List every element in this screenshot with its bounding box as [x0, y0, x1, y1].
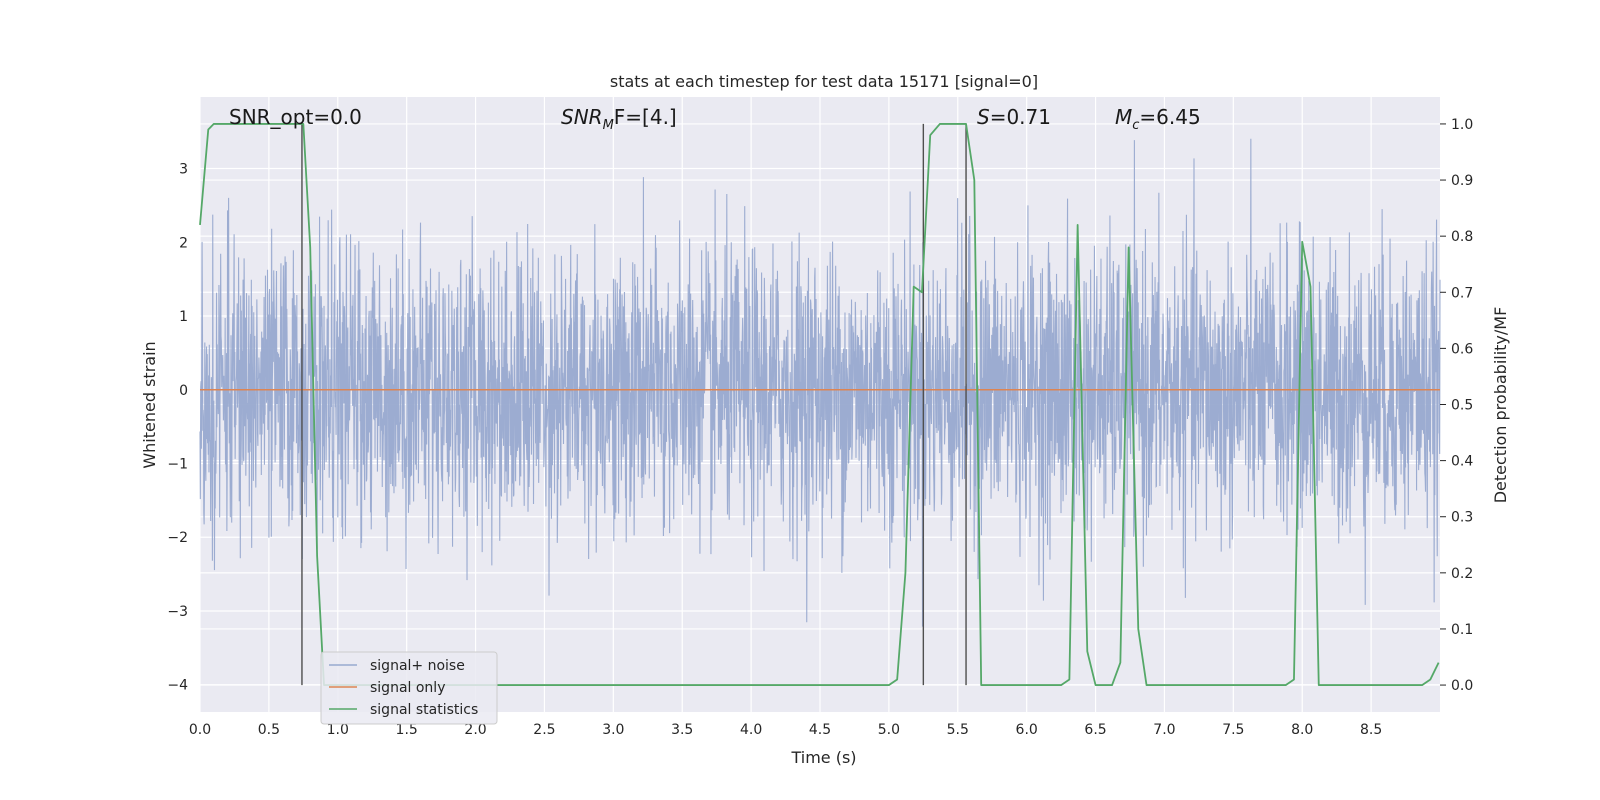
legend-box — [320, 651, 498, 725]
legend-label-signal-only: signal only — [370, 680, 445, 696]
annotation-s: S=0.71 — [977, 105, 1051, 129]
y-axis-label: Whitened strain — [140, 341, 159, 468]
x-tick-label-5: 2.5 — [533, 722, 555, 738]
y-tick-label-6: −3 — [167, 604, 188, 620]
y2-tick-label-9: 0.1 — [1451, 622, 1473, 638]
x-tick-label-12: 6.0 — [1016, 722, 1038, 738]
x-tick-label-3: 1.5 — [396, 722, 418, 738]
chart-title: stats at each timestep for test data 151… — [610, 72, 1038, 91]
y2-tick-label-1: 0.9 — [1451, 173, 1473, 189]
annotation-snr-mf-rest: F=[4.] — [614, 105, 677, 129]
x-tick-label-13: 6.5 — [1084, 722, 1106, 738]
y2-tick-label-4: 0.6 — [1451, 341, 1473, 357]
x-tick-label-0: 0.0 — [189, 722, 211, 738]
y-tick-label-1: 2 — [179, 235, 188, 251]
legend-label-signal-noise: signal+ noise — [370, 658, 465, 674]
y-tick-label-7: −4 — [167, 678, 188, 694]
annotations: SNR_opt=0.0 SNRMF=[4.] S=0.71 Mc=6.45 — [229, 105, 1201, 133]
y2-tick-label-8: 0.2 — [1451, 566, 1473, 582]
x-tick-label-17: 8.5 — [1360, 722, 1382, 738]
y-tick-label-5: −2 — [167, 530, 188, 546]
x-tick-label-9: 4.5 — [809, 722, 831, 738]
statistics-trace — [199, 123, 1440, 686]
annotation-snr-opt: SNR_opt=0.0 — [229, 105, 362, 129]
y2-tick-label-6: 0.4 — [1451, 454, 1473, 470]
vertical-markers — [301, 123, 967, 686]
annotation-snr-mf-base: SNR — [561, 105, 603, 129]
x-tick-label-11: 5.5 — [947, 722, 969, 738]
series-signal-statistics — [199, 123, 1440, 686]
x-tick-label-6: 3.0 — [602, 722, 624, 738]
annotation-snr-mf-sub: M — [603, 118, 614, 133]
y-tick-label-0: 3 — [179, 162, 188, 178]
x-tick-label-15: 7.5 — [1222, 722, 1244, 738]
y2-tick-label-3: 0.7 — [1451, 285, 1473, 301]
y2-tick-label-10: 0.0 — [1451, 678, 1473, 694]
x-axis-ticks: 0.0 0.5 1.0 1.5 2.0 2.5 3.0 3.5 4.0 4.5 5.0 5.5 6.0 6… — [189, 722, 1382, 738]
y2-axis-ticks: 1.0 0.9 0.8 0.7 0.6 0.5 0.4 0.3 0.2 0.1 0.0 — [1440, 117, 1473, 694]
series-signal-noise — [199, 138, 1441, 627]
y2-axis-label: Detection probability/MF — [1491, 307, 1510, 504]
noise-trace — [199, 138, 1441, 627]
annotation-mc-rest: =6.45 — [1139, 105, 1200, 129]
y2-tick-label-7: 0.3 — [1451, 510, 1473, 526]
y2-tick-label-2: 0.8 — [1451, 229, 1473, 245]
y2-tick-label-0: 1.0 — [1451, 117, 1473, 133]
x-axis-label: Time (s) — [790, 748, 856, 767]
x-tick-label-16: 8.0 — [1291, 722, 1313, 738]
legend: signal+ noise signal only signal statist… — [320, 651, 498, 725]
y-tick-label-2: 1 — [179, 309, 188, 325]
y-tick-label-4: −1 — [167, 456, 188, 472]
x-tick-label-10: 5.0 — [878, 722, 900, 738]
annotation-mc-sub: c — [1132, 118, 1139, 133]
legend-label-signal-statistics: signal statistics — [370, 702, 478, 718]
annotation-s-base: S — [977, 105, 990, 129]
x-tick-label-14: 7.0 — [1153, 722, 1175, 738]
y-tick-label-3: 0 — [179, 383, 188, 399]
y2-tick-label-5: 0.5 — [1451, 398, 1473, 414]
y-axis-ticks: 3 2 1 0 −1 −2 −3 −4 — [167, 162, 188, 694]
x-tick-label-1: 0.5 — [258, 722, 280, 738]
annotation-mc-base: M — [1115, 105, 1132, 129]
x-tick-label-7: 3.5 — [671, 722, 693, 738]
x-tick-label-4: 2.0 — [464, 722, 486, 738]
x-tick-label-8: 4.0 — [740, 722, 762, 738]
annotation-snr-mf: SNRMF=[4.] — [561, 105, 677, 133]
annotation-mc: Mc=6.45 — [1115, 105, 1201, 133]
x-tick-label-2: 1.0 — [327, 722, 349, 738]
annotation-s-rest: =0.71 — [990, 105, 1051, 129]
